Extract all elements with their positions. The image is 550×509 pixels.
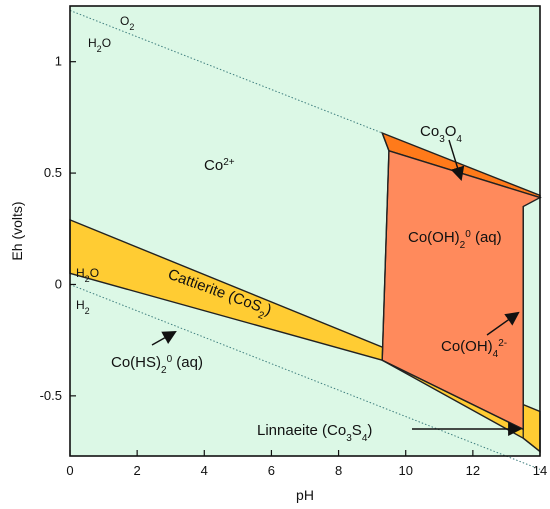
- cohs-label: Co(HS)20 (aq): [111, 354, 203, 376]
- o2-label-part-2: 2: [129, 22, 134, 32]
- boundary-line-6: [522, 437, 541, 453]
- co3o4-label-part-4: 4: [456, 134, 462, 145]
- x-axis-label: pH: [296, 487, 314, 503]
- linnaeite-label-part-4: 4: [362, 433, 368, 444]
- co2plus-label-part-1: Co: [204, 157, 223, 174]
- cooh2-label-part-2: 2: [460, 240, 466, 251]
- co3o4-label: Co3O4: [420, 123, 462, 145]
- linnaeite-label-part-2: 3: [346, 433, 352, 444]
- x-tick-label-3: 4: [201, 463, 208, 478]
- co3o4-label-part-1: Co: [420, 123, 439, 140]
- y-tick-label-4: 1: [55, 54, 62, 69]
- boundary-line-1: [381, 132, 390, 152]
- h2o-mid-label-part-3: O: [90, 266, 99, 280]
- h2-mid-label-part-1: H: [76, 298, 85, 312]
- y-tick-label-1: -0.5: [40, 388, 62, 403]
- boundary-line-4: [381, 359, 524, 430]
- h2o-top-label-part-1: H: [88, 36, 97, 50]
- cooh2-label: Co(OH)20 (aq): [408, 229, 502, 251]
- h2o-top-label-part-3: O: [102, 36, 111, 50]
- boundary-line-2: [381, 150, 390, 361]
- linnaeite-label: Linnaeite (Co3S4): [257, 422, 372, 444]
- h2o-mid-label-part-1: H: [76, 266, 85, 280]
- x-tick-label-2: 2: [134, 463, 141, 478]
- linnaeite-label-part-5: ): [367, 422, 372, 439]
- cooh4-label-part-3: 2-: [498, 338, 507, 349]
- x-tick-label-4: 6: [268, 463, 275, 478]
- cohs-label-part-2: 2: [161, 365, 167, 376]
- co3o4-label-part-2: 3: [439, 134, 445, 145]
- co2plus-label: Co2+: [204, 157, 235, 175]
- cohs-label-part-4: (aq): [172, 354, 203, 371]
- stability-regions: [69, 131, 542, 453]
- y-tick-label-2: 0: [55, 276, 62, 291]
- linnaeite-label-part-1: Linnaeite (Co: [257, 422, 346, 439]
- x-tick-label-6: 10: [398, 463, 412, 478]
- cooh2-label-part-1: Co(OH): [408, 229, 460, 246]
- cooh4-label-part-1: Co(OH): [441, 338, 493, 355]
- co3o4-arrow: [448, 139, 465, 182]
- o2-label-part-1: O: [120, 14, 129, 28]
- cooh4-label: Co(OH)42-: [441, 338, 507, 360]
- plot-frame: [69, 5, 541, 457]
- x-tick-label-5: 8: [335, 463, 342, 478]
- o2-label: O2: [120, 14, 134, 32]
- cattierite-label-part-2: 2: [257, 309, 266, 321]
- co2plus-label-part-2: 2+: [223, 157, 235, 168]
- h2-mid-label-part-2: 2: [85, 306, 90, 316]
- x-tick-label-8: 14: [533, 463, 547, 478]
- cattierite-label-part-3: ): [263, 301, 274, 319]
- h2o-mid-label: H2O: [76, 266, 99, 284]
- h2o-top-label: H2O: [88, 36, 111, 54]
- boundary-lines: [381, 132, 541, 453]
- x-tick-label-7: 12: [466, 463, 480, 478]
- x-tick-label-1: 0: [66, 463, 73, 478]
- cohs-arrow: [151, 330, 177, 346]
- cooh4-label-part-2: 4: [493, 349, 499, 360]
- water-line-2: [69, 284, 541, 470]
- cooh2-label-part-3: 0: [465, 229, 471, 240]
- cohs-label-part-1: Co(HS): [111, 354, 161, 371]
- cooh4-arrow: [486, 311, 520, 336]
- y-tick-label-3: 0.5: [44, 165, 62, 180]
- co3o4-label-part-3: O: [445, 123, 457, 140]
- cohs-label-part-3: 0: [167, 354, 173, 365]
- linnaeite-label-part-3: S: [352, 422, 362, 439]
- h2o-top-label-part-2: 2: [97, 44, 102, 54]
- h2-mid-label: H2: [76, 298, 90, 316]
- h2o-mid-label-part-2: 2: [85, 274, 90, 284]
- y-axis-label: Eh (volts): [9, 201, 25, 260]
- cooh2-label-part-4: (aq): [471, 229, 502, 246]
- water-stability-lines: [69, 9, 541, 470]
